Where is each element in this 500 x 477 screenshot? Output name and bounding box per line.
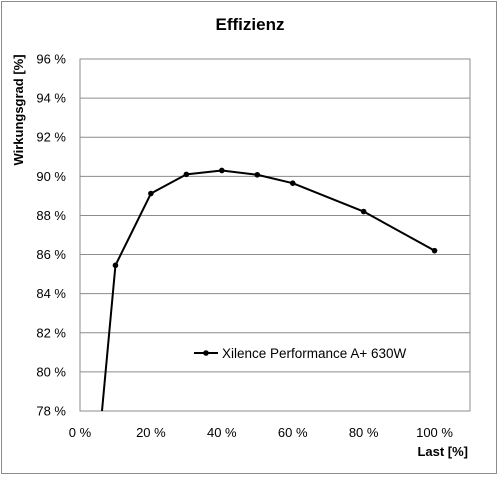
y-tick-label: 84 % <box>36 286 66 301</box>
x-tick-label: 40 % <box>207 425 237 440</box>
y-tick-label: 82 % <box>36 325 66 340</box>
x-tick-label: 60 % <box>278 425 308 440</box>
data-point <box>254 171 261 178</box>
y-axis-label: Wirkungsgrad [%] <box>11 54 26 165</box>
y-tick-label: 86 % <box>36 247 66 262</box>
legend-marker <box>203 350 209 356</box>
x-tick-label: 100 % <box>416 425 453 440</box>
x-tick-label: 80 % <box>349 425 379 440</box>
data-point <box>360 208 367 215</box>
y-tick-label: 88 % <box>36 208 66 223</box>
data-point <box>289 180 296 186</box>
y-tick-label: 92 % <box>36 130 66 145</box>
x-tick-label: 0 % <box>69 425 92 440</box>
series-line <box>100 169 436 412</box>
x-tick-label: 20 % <box>136 425 166 440</box>
data-point <box>112 262 119 269</box>
data-point <box>148 190 154 197</box>
x-axis-label: Last [%] <box>417 444 468 459</box>
chart-title: Effizienz <box>216 15 285 34</box>
gridlines <box>80 97 470 373</box>
plot-area <box>79 58 471 412</box>
y-tick-labels: 78 % 80 % 82 % 84 % 86 % 88 % 90 % 92 % 94 % 96 % <box>36 52 66 419</box>
data-series <box>100 167 438 412</box>
y-tick-label: 94 % <box>36 91 66 106</box>
data-point <box>183 171 190 178</box>
y-tick-label: 96 % <box>36 52 66 67</box>
y-tick-label: 78 % <box>36 404 66 419</box>
y-tick-label: 80 % <box>36 364 66 379</box>
legend-label: Xilence Performance A+ 630W <box>222 346 406 361</box>
data-point <box>219 167 225 174</box>
x-tick-labels: 0 % 20 % 40 % 60 % 80 % 100 % <box>69 425 454 440</box>
data-point <box>431 247 438 254</box>
y-tick-label: 90 % <box>36 169 66 184</box>
legend: Xilence Performance A+ 630W <box>194 346 406 361</box>
